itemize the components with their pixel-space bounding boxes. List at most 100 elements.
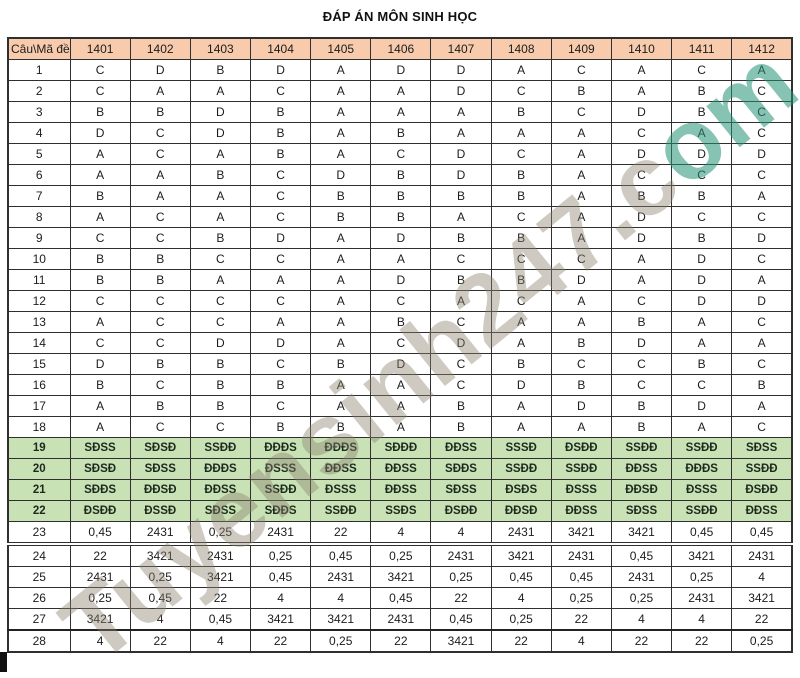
answer-cell: B: [671, 227, 733, 249]
answer-cell: C: [249, 206, 312, 228]
answer-cell: A: [69, 164, 131, 186]
answer-cell: D: [430, 332, 492, 354]
answer-cell: C: [731, 122, 793, 144]
answer-cell: 4: [249, 587, 312, 609]
answer-cell: B: [189, 353, 251, 375]
question-number-cell: 15: [7, 353, 71, 375]
answer-cell: B: [671, 80, 733, 102]
answer-cell: D: [430, 143, 492, 165]
answer-cell: C: [610, 353, 673, 375]
answer-table-body: Câu\Mã đề 1401 1402 1403 1404 1405 1406 1407 14…: [7, 37, 793, 653]
answer-cell: C: [129, 122, 191, 144]
answer-cell: C: [430, 248, 492, 270]
answer-cell: C: [249, 80, 312, 102]
answer-cell: D: [189, 332, 251, 354]
question-number-cell: 8: [7, 206, 71, 228]
answer-cell: ĐSĐĐ: [550, 437, 612, 459]
answer-cell: 4: [550, 629, 612, 653]
table-row: 17 A B B C A A B A D B D A: [7, 395, 793, 417]
answer-cell: B: [550, 374, 612, 396]
question-number-cell: 13: [7, 311, 71, 333]
answer-cell: 3421: [671, 543, 733, 567]
answer-cell: A: [430, 206, 492, 228]
answer-cell: D: [189, 101, 251, 123]
answer-cell: SSĐĐ: [610, 437, 673, 459]
answer-cell: SSĐS: [370, 500, 432, 522]
answer-cell: A: [550, 311, 612, 333]
answer-table: Câu\Mã đề 1401 1402 1403 1404 1405 1406 1407 14…: [7, 37, 793, 653]
table-row: 25 2431 0,25 3421 0,45 2431 3421 0,25 0,45 0,45 24…: [7, 566, 793, 588]
answer-cell: 22: [731, 608, 793, 631]
answer-cell: B: [610, 416, 673, 438]
answer-cell: SĐSĐ: [129, 437, 191, 459]
answer-cell: 3421: [490, 543, 552, 567]
answer-cell: ĐĐSĐ: [129, 479, 191, 501]
answer-cell: ĐĐSS: [731, 500, 793, 522]
question-number-cell: 21: [7, 479, 71, 501]
answer-cell: C: [129, 332, 191, 354]
answer-cell: SĐSS: [731, 437, 793, 459]
code-header-cell: 1409: [550, 37, 612, 60]
answer-cell: B: [249, 143, 312, 165]
answer-cell: SĐSĐ: [69, 458, 131, 480]
answer-cell: 0,45: [69, 521, 131, 546]
answer-cell: 22: [129, 629, 191, 653]
answer-cell: 0,45: [310, 543, 372, 567]
answer-cell: ĐSĐĐ: [69, 500, 131, 522]
answer-cell: D: [731, 143, 793, 165]
answer-cell: B: [731, 374, 793, 396]
answer-cell: A: [249, 269, 312, 291]
answer-cell: D: [69, 122, 131, 144]
answer-cell: C: [610, 374, 673, 396]
answer-cell: D: [731, 290, 793, 312]
answer-cell: C: [731, 311, 793, 333]
answer-cell: 3421: [731, 587, 793, 609]
table-row: 12 C C C C A C A C A C D D: [7, 290, 793, 312]
answer-cell: 4: [731, 566, 793, 588]
answer-cell: 0,45: [189, 608, 251, 631]
answer-cell: A: [189, 269, 251, 291]
answer-cell: A: [189, 185, 251, 207]
answer-cell: A: [430, 290, 492, 312]
answer-cell: B: [310, 416, 372, 438]
answer-cell: A: [310, 80, 372, 102]
answer-cell: A: [310, 374, 372, 396]
question-number-cell: 2: [7, 80, 71, 102]
question-number-cell: 28: [7, 629, 71, 653]
table-row: 27 3421 4 0,45 3421 3421 2431 0,45 0,25 22 4 4 22: [7, 608, 793, 631]
answer-cell: SĐĐĐ: [370, 437, 432, 459]
question-number-cell: 5: [7, 143, 71, 165]
code-header-cell: 1402: [129, 37, 191, 60]
answer-cell: C: [249, 290, 312, 312]
code-header-cell: 1401: [69, 37, 131, 60]
answer-cell: ĐĐSS: [189, 479, 251, 501]
answer-cell: A: [671, 416, 733, 438]
answer-cell: B: [69, 248, 131, 270]
answer-cell: A: [610, 269, 673, 291]
answer-cell: C: [731, 164, 793, 186]
answer-cell: B: [189, 374, 251, 396]
answer-cell: 0,25: [671, 566, 733, 588]
answer-cell: C: [550, 59, 612, 81]
question-number-cell: 17: [7, 395, 71, 417]
answer-cell: D: [370, 269, 432, 291]
answer-cell: 0,45: [370, 587, 432, 609]
table-header-row: Câu\Mã đề 1401 1402 1403 1404 1405 1406 1407 14…: [7, 37, 793, 60]
answer-cell: ĐSSS: [249, 458, 312, 480]
table-row: 26 0,25 0,45 22 4 4 0,45 22 4 0,25 0,25 2431 3421: [7, 587, 793, 609]
answer-cell: C: [249, 185, 312, 207]
answer-cell: A: [731, 269, 793, 291]
answer-cell: D: [249, 227, 312, 249]
answer-cell: D: [671, 143, 733, 165]
answer-cell: SSĐĐ: [671, 500, 733, 522]
answer-cell: C: [731, 101, 793, 123]
answer-cell: 0,25: [550, 587, 612, 609]
answer-cell: SSĐĐ: [249, 479, 312, 501]
answer-cell: 22: [310, 521, 372, 546]
answer-cell: B: [189, 164, 251, 186]
answer-cell: ĐSSS: [310, 479, 372, 501]
answer-cell: 0,45: [129, 587, 191, 609]
scan-artifact: [0, 652, 7, 672]
